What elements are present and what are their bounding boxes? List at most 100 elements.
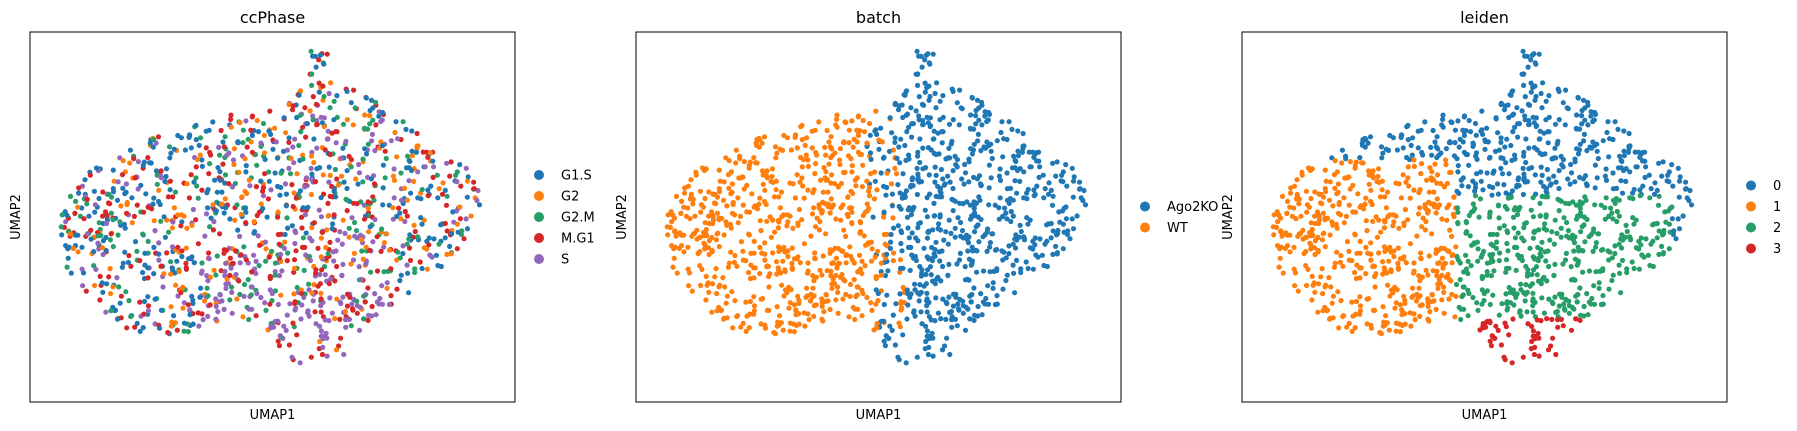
data-point (1292, 283, 1298, 289)
data-point (997, 166, 1003, 172)
data-point (744, 182, 750, 188)
data-point (406, 178, 412, 184)
data-point (1319, 237, 1325, 243)
data-point (117, 300, 123, 306)
data-point (125, 259, 131, 265)
data-point (310, 53, 316, 59)
data-point (908, 105, 914, 111)
data-point (1579, 224, 1585, 230)
data-point (129, 195, 135, 201)
data-point (391, 166, 397, 172)
data-point (1427, 309, 1433, 315)
data-point (91, 263, 97, 269)
data-point (124, 325, 130, 331)
data-point (309, 153, 315, 159)
data-point (858, 229, 864, 235)
data-point (1338, 298, 1344, 304)
data-point (309, 225, 315, 231)
data-point (932, 281, 938, 287)
data-point (1440, 124, 1446, 130)
data-point (1646, 172, 1652, 178)
data-point (205, 205, 211, 211)
data-point (1487, 301, 1493, 308)
data-point (317, 52, 323, 58)
data-point (253, 270, 259, 277)
data-point (327, 105, 333, 111)
data-point (762, 240, 768, 246)
data-point (890, 258, 896, 264)
data-point (1484, 170, 1490, 176)
data-point (729, 189, 735, 195)
data-point (851, 277, 857, 283)
data-point (1048, 187, 1054, 193)
data-point (1333, 221, 1339, 227)
data-point (1405, 137, 1411, 143)
data-point (373, 312, 379, 318)
data-point (1574, 299, 1580, 305)
data-point (1379, 178, 1385, 184)
data-point (1368, 187, 1374, 193)
data-point (342, 308, 348, 315)
data-point (823, 231, 829, 237)
data-point (988, 148, 994, 154)
data-point (950, 197, 956, 203)
data-point (859, 313, 865, 319)
data-point (114, 275, 120, 281)
data-point (220, 139, 226, 145)
data-point (1627, 234, 1633, 240)
data-point (992, 301, 999, 308)
data-point (825, 298, 831, 304)
data-point (837, 161, 843, 168)
data-point (403, 126, 409, 132)
data-point (272, 170, 278, 176)
data-point (1530, 214, 1536, 220)
data-point (336, 343, 342, 349)
panel-ccphase-ylabel: UMAP2 (9, 194, 24, 240)
data-point (138, 182, 144, 188)
data-point (272, 260, 278, 266)
data-point (751, 155, 757, 161)
data-point (1630, 196, 1636, 202)
data-point (814, 215, 820, 221)
data-point (349, 301, 355, 307)
data-point (1354, 250, 1360, 256)
data-point (1515, 175, 1522, 181)
data-point (1455, 169, 1461, 175)
data-point (193, 164, 199, 170)
data-point (716, 217, 722, 223)
data-point (812, 127, 818, 133)
data-point (1531, 351, 1537, 358)
data-point (1523, 159, 1529, 166)
data-point (902, 142, 908, 149)
data-point (863, 242, 869, 248)
data-point (1381, 225, 1387, 231)
data-point (1065, 228, 1071, 234)
data-point (804, 135, 810, 141)
data-point (1425, 272, 1431, 278)
data-point (1275, 219, 1281, 225)
data-point (1278, 244, 1284, 250)
data-point (318, 290, 324, 296)
data-point (874, 325, 880, 331)
data-point (474, 197, 480, 204)
data-point (1525, 321, 1531, 327)
data-point (115, 179, 121, 185)
data-point (926, 344, 932, 350)
data-point (454, 246, 460, 252)
data-point (1683, 179, 1689, 185)
data-point (740, 202, 746, 208)
data-point (1432, 161, 1438, 167)
data-point (208, 215, 214, 221)
data-point (810, 285, 816, 291)
data-point (781, 244, 787, 250)
data-point (1510, 316, 1516, 322)
data-point (701, 233, 708, 239)
data-point (1581, 131, 1587, 137)
data-point (1434, 196, 1440, 202)
data-point (68, 270, 74, 276)
data-point (1555, 138, 1561, 144)
data-point (196, 142, 202, 148)
data-point (312, 179, 319, 185)
data-point (75, 204, 81, 210)
data-point (1015, 128, 1021, 134)
